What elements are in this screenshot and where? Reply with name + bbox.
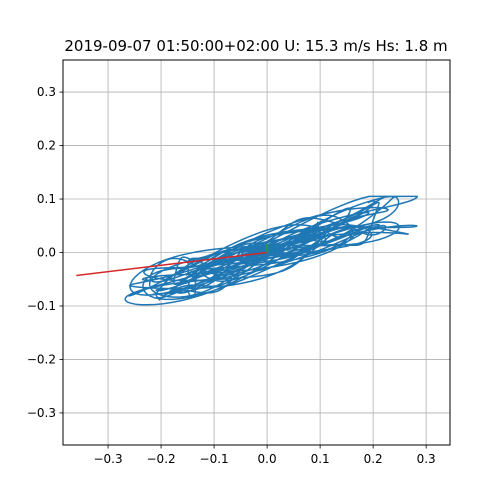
y-tick-label: −0.2 bbox=[27, 352, 56, 366]
x-tick-label: 0.1 bbox=[311, 452, 330, 466]
x-tick-label: −0.2 bbox=[147, 452, 176, 466]
plot-data bbox=[76, 195, 419, 306]
chart-title: 2019-09-07 01:50:00+02:00 U: 15.3 m/s Hs… bbox=[64, 37, 447, 55]
x-tick-label: −0.3 bbox=[93, 452, 122, 466]
x-tick-label: 0.0 bbox=[258, 452, 277, 466]
x-tick-label: 0.3 bbox=[417, 452, 436, 466]
x-tick-label: −0.1 bbox=[200, 452, 229, 466]
series-trajectory bbox=[124, 195, 419, 306]
y-tick-label: 0.0 bbox=[37, 246, 56, 260]
y-tick-label: 0.1 bbox=[37, 192, 56, 206]
y-tick-label: 0.2 bbox=[37, 139, 56, 153]
axis-ticks: −0.3 −0.2 −0.1 0.0 0.1 0.2 0.3 −0.3 −0.2 −0.1 0.0 0… bbox=[27, 85, 436, 466]
series-line bbox=[76, 251, 268, 277]
y-tick-label: −0.1 bbox=[27, 299, 56, 313]
x-tick-label: 0.2 bbox=[364, 452, 383, 466]
y-tick-label: 0.3 bbox=[37, 85, 56, 99]
y-tick-label: −0.3 bbox=[27, 406, 56, 420]
